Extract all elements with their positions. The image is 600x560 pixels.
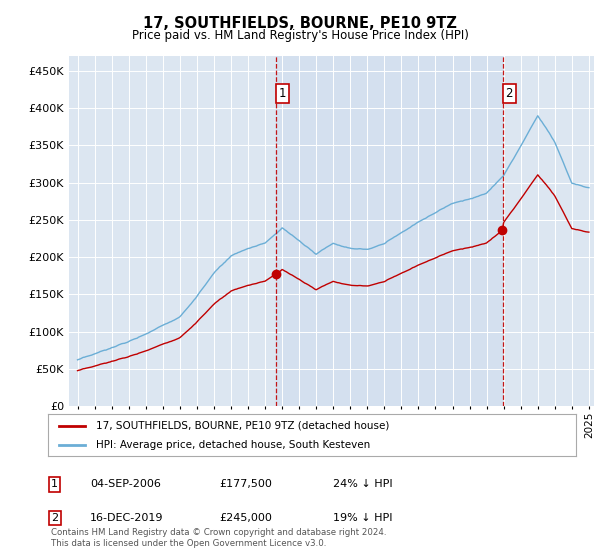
- Bar: [277, 56, 503, 406]
- Text: 16-DEC-2019: 16-DEC-2019: [90, 513, 163, 523]
- Text: £245,000: £245,000: [219, 513, 272, 523]
- Text: 17, SOUTHFIELDS, BOURNE, PE10 9TZ (detached house): 17, SOUTHFIELDS, BOURNE, PE10 9TZ (detac…: [95, 421, 389, 431]
- Text: 2: 2: [51, 513, 58, 523]
- Text: 17, SOUTHFIELDS, BOURNE, PE10 9TZ: 17, SOUTHFIELDS, BOURNE, PE10 9TZ: [143, 16, 457, 31]
- Text: Price paid vs. HM Land Registry's House Price Index (HPI): Price paid vs. HM Land Registry's House …: [131, 29, 469, 42]
- Text: HPI: Average price, detached house, South Kesteven: HPI: Average price, detached house, Sout…: [95, 440, 370, 450]
- Text: 1: 1: [51, 479, 58, 489]
- Text: Contains HM Land Registry data © Crown copyright and database right 2024.
This d: Contains HM Land Registry data © Crown c…: [51, 528, 386, 548]
- Text: £177,500: £177,500: [219, 479, 272, 489]
- Text: 04-SEP-2006: 04-SEP-2006: [90, 479, 161, 489]
- Text: 19% ↓ HPI: 19% ↓ HPI: [333, 513, 392, 523]
- Text: 1: 1: [279, 87, 286, 100]
- Text: 2: 2: [505, 87, 513, 100]
- Text: 24% ↓ HPI: 24% ↓ HPI: [333, 479, 392, 489]
